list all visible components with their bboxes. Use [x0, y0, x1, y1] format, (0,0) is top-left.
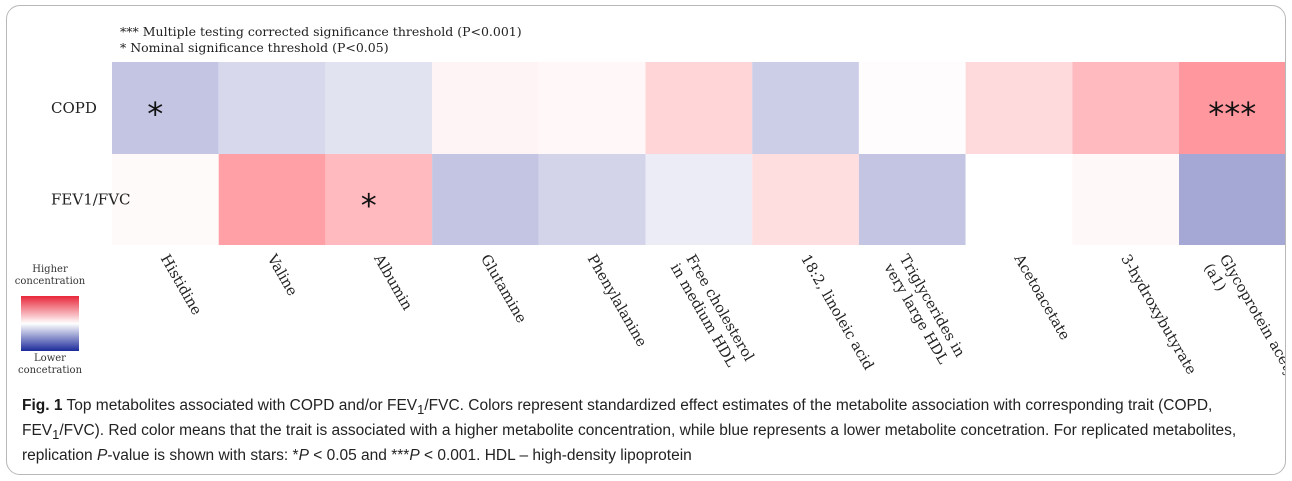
caption-italic-p-3: P: [409, 447, 420, 465]
colorbar: [21, 296, 79, 351]
colorbar-low-label: concetration: [18, 365, 83, 376]
heatmap-cell: [858, 154, 966, 245]
caption-text-4: -value is shown with stars: *: [107, 447, 299, 465]
heatmap-cell: [645, 154, 753, 245]
column-label: Albumin: [370, 251, 415, 313]
column-label-line: 18:2, linoleic acid: [797, 252, 876, 373]
colorbar-low-label: Lower: [34, 353, 66, 364]
heatmap-cell: [218, 62, 326, 154]
caption-label: Fig. 1: [22, 397, 63, 414]
caption-text-1: Top metabolites associated with COPD and…: [62, 397, 418, 414]
heatmap-cell: [1072, 154, 1179, 245]
heatmap-cell: [1179, 154, 1285, 245]
column-label: Histidine: [157, 252, 204, 318]
column-label: 18:2, linoleic acid: [797, 252, 876, 373]
column-label: Valine: [263, 251, 300, 299]
caption-sub-1: 1: [417, 402, 425, 418]
heatmap-cell: [432, 154, 539, 245]
heatmap-cell: [965, 154, 1073, 245]
caption-text-5: < 0.05 and ***: [308, 447, 410, 465]
significance-star: *: [361, 187, 377, 225]
heatmap-cell: [965, 62, 1073, 154]
caption-italic-p-1: P: [96, 447, 108, 465]
caption-sub-2: 1: [52, 427, 60, 443]
heatmap-cell: [325, 154, 433, 245]
heatmap-cell: [1179, 62, 1285, 154]
colorbar-high-label: Higher: [32, 264, 68, 275]
caption-text-3: /FVC). Red color means that the trait is…: [22, 422, 1237, 465]
heatmap-cell: [325, 62, 433, 154]
column-label: Glycoprotein acetyl(a1): [1200, 252, 1286, 384]
significance-star: *: [147, 95, 163, 133]
significance-note-nominal: * Nominal significance threshold (P<0.05…: [120, 40, 389, 55]
caption-text-6: < 0.001. HDL – high-density lipoprotein: [419, 447, 692, 465]
column-label-line: Albumin: [370, 251, 415, 313]
heatmap-cell: [752, 154, 859, 245]
column-label: 3-hydroxybutyrate: [1117, 252, 1199, 377]
figure-frame: *** Multiple testing corrected significa…: [6, 5, 1286, 475]
significance-star: ***: [1208, 95, 1256, 133]
caption-italic-p-2: P: [298, 447, 309, 465]
heatmap-cell: [645, 62, 753, 154]
column-label-line: Valine: [263, 251, 300, 299]
column-label-line: Glycoprotein acetyl: [1216, 252, 1286, 384]
heatmap-cell: [752, 62, 859, 154]
column-label-line: Phenylalanine: [584, 252, 650, 350]
heatmap-cell: [538, 62, 646, 154]
column-label-line: Glutamine: [477, 252, 529, 326]
heatmap-cell: [432, 62, 539, 154]
heatmap-cell: [858, 62, 966, 154]
column-label: Phenylalanine: [584, 252, 650, 350]
heatmap-cell: [112, 62, 219, 154]
column-label: Glutamine: [477, 252, 529, 326]
column-label: Acetoacetate: [1010, 251, 1072, 343]
colorbar-high-label: concentration: [15, 276, 86, 287]
heatmap-cell: [1072, 62, 1179, 154]
caption-text-2: /FVC. Colors represent standardized effe…: [22, 397, 1213, 440]
significance-note-corrected: *** Multiple testing corrected significa…: [120, 24, 522, 39]
column-label-line: 3-hydroxybutyrate: [1117, 252, 1199, 377]
column-label-line: Histidine: [157, 252, 204, 318]
row-label: FEV1/FVC: [51, 191, 131, 209]
row-label: COPD: [51, 99, 97, 117]
figure-caption: Fig. 1 Top metabolites associated with C…: [22, 395, 1272, 466]
heatmap-cell: [538, 154, 646, 245]
heatmap-cell: [112, 154, 219, 245]
column-label-line: Acetoacetate: [1010, 251, 1072, 343]
heatmap-cell: [218, 154, 326, 245]
